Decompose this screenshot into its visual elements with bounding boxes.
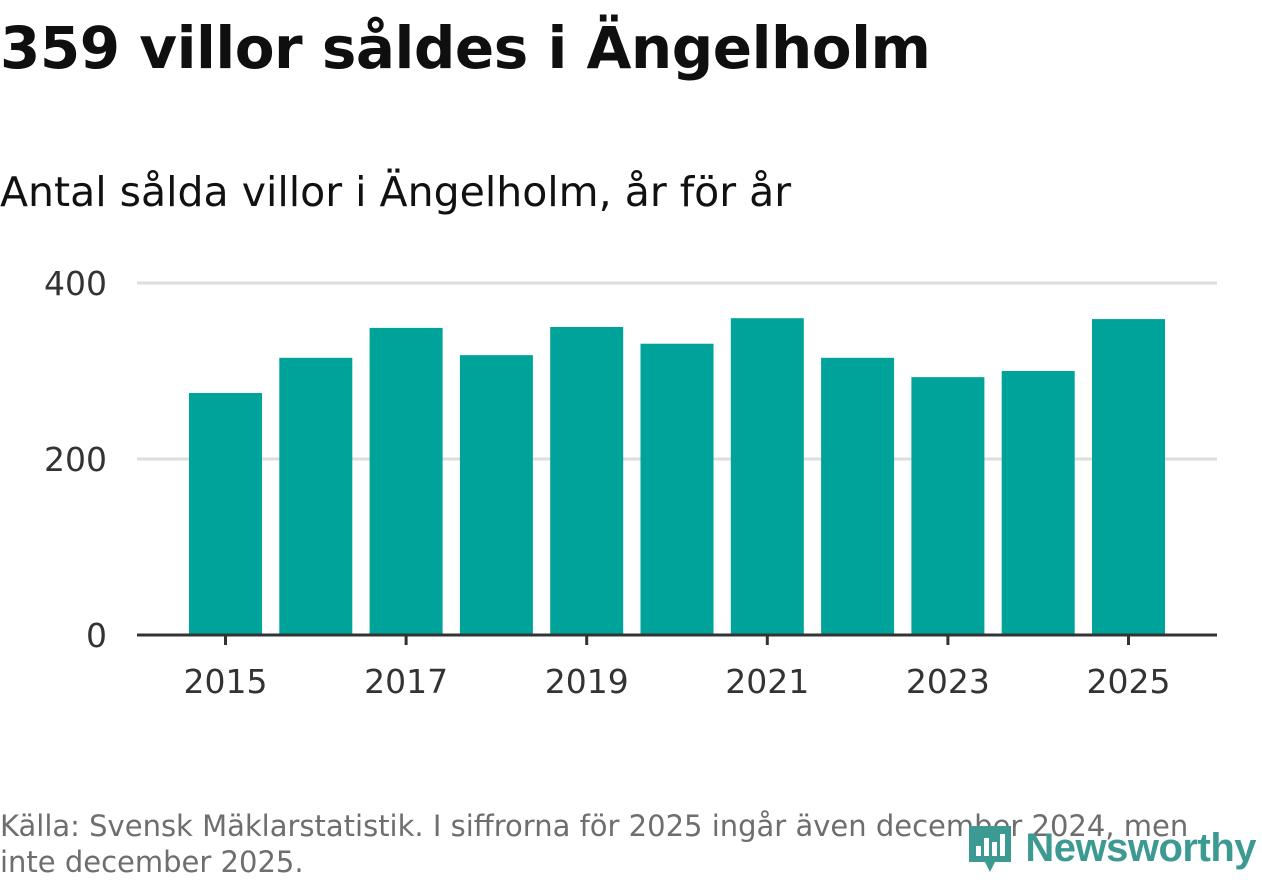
bar-2015 [189, 393, 262, 635]
x-tick-label-2025: 2025 [1087, 662, 1171, 701]
chart-title: 359 villor såldes i Ängelholm [0, 14, 931, 82]
newsworthy-logo: Newsworthy [965, 820, 1256, 876]
x-tick-label-2015: 2015 [184, 662, 268, 701]
bar-2017 [369, 327, 443, 635]
x-axis-labels: 2015 2017 2019 2021 2023 2025 [184, 662, 1171, 701]
newsworthy-logo-text: Newsworthy [1025, 825, 1256, 870]
bar-2023 [911, 377, 985, 635]
bar-2020 [640, 343, 714, 635]
bars [189, 318, 1165, 635]
bar-2021 [730, 318, 804, 635]
bar-2018 [459, 355, 533, 635]
x-tick-label-2021: 2021 [725, 662, 809, 701]
bar-2024 [1001, 371, 1075, 635]
x-tick-label-2017: 2017 [364, 662, 448, 701]
chart-subtitle: Antal sålda villor i Ängelholm, år för å… [0, 168, 792, 216]
y-tick-label-0: 0 [86, 616, 107, 655]
bar-2019 [550, 327, 624, 635]
bar-2022 [821, 357, 895, 635]
x-axis [137, 633, 1217, 645]
bar-chart: 0 200 400 2015 2017 2019 2021 2023 2025 [44, 264, 1217, 701]
bar-2016 [279, 357, 353, 635]
y-tick-label-200: 200 [44, 440, 107, 479]
bar-2025 [1092, 319, 1165, 635]
newsworthy-logo-icon [969, 826, 1012, 872]
x-tick-label-2023: 2023 [906, 662, 990, 701]
y-tick-label-400: 400 [44, 264, 107, 303]
x-tick-label-2019: 2019 [545, 662, 629, 701]
y-axis-labels: 0 200 400 [44, 264, 107, 655]
